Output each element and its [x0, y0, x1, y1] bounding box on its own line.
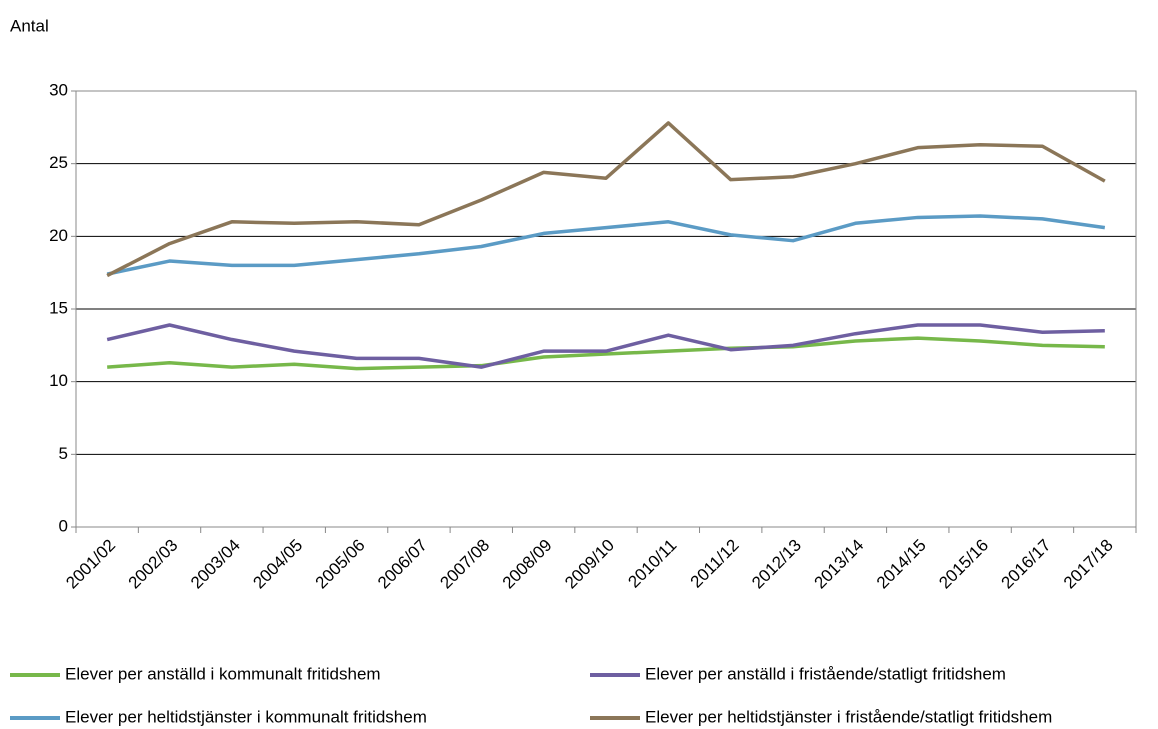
- x-tick-label: 2014/15: [873, 536, 930, 593]
- y-tick-label: 15: [49, 298, 68, 317]
- line-series: [106, 214, 1106, 276]
- line-series: [106, 121, 1106, 278]
- line-series: [107, 336, 1105, 371]
- legend-label: Elever per anställd i fristående/statlig…: [645, 664, 1006, 683]
- x-tick-label: 2017/18: [1060, 536, 1117, 593]
- line-series: [106, 323, 1105, 369]
- y-axis-label: Antal: [10, 16, 49, 35]
- plot-border: [75, 90, 1137, 528]
- y-tick-label: 30: [49, 80, 68, 99]
- y-tick-label: 25: [49, 153, 68, 172]
- x-tick-label: 2003/04: [187, 536, 244, 593]
- y-tick-label: 5: [59, 444, 68, 463]
- x-tick-label: 2004/05: [249, 536, 306, 593]
- x-tick-label: 2006/07: [374, 536, 431, 593]
- x-tick-label: 2010/11: [624, 536, 680, 592]
- x-tick-label: 2011/12: [687, 536, 743, 592]
- x-tick-label: 2012/13: [748, 536, 805, 593]
- y-tick-label: 20: [49, 226, 68, 245]
- legend-label: Elever per anställd i kommunalt fritidsh…: [65, 664, 381, 683]
- x-tick-label: 2015/16: [935, 536, 992, 593]
- legend-label: Elever per heltidstjänster i kommunalt f…: [65, 707, 427, 726]
- legend-label: Elever per heltidstjänster i fristående/…: [645, 707, 1052, 726]
- x-tick-label: 2016/17: [998, 536, 1055, 593]
- x-tick-label: 2009/10: [561, 536, 618, 593]
- x-tick-label: 2001/02: [62, 536, 119, 593]
- y-tick-label: 0: [59, 516, 68, 535]
- y-tick-label: 10: [49, 371, 68, 390]
- x-tick-label: 2013/14: [811, 536, 868, 593]
- x-tick-label: 2005/06: [312, 536, 369, 593]
- x-tick-label: 2002/03: [125, 536, 182, 593]
- x-tick-label: 2007/08: [436, 536, 493, 593]
- x-tick-label: 2008/09: [499, 536, 556, 593]
